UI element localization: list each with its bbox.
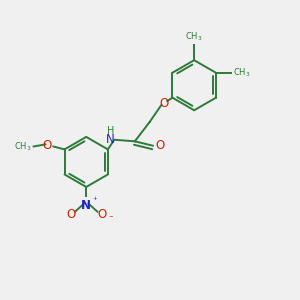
- Text: O: O: [160, 97, 169, 110]
- Text: CH$_3$: CH$_3$: [14, 141, 32, 153]
- Text: H: H: [107, 126, 114, 136]
- Text: CH$_3$: CH$_3$: [233, 67, 250, 79]
- Text: O: O: [67, 208, 76, 221]
- Text: N: N: [105, 133, 114, 146]
- Text: O: O: [155, 139, 165, 152]
- Text: N: N: [81, 199, 91, 212]
- Text: $^-$: $^-$: [107, 212, 115, 221]
- Text: O: O: [42, 140, 51, 152]
- Text: $^+$: $^+$: [91, 196, 98, 205]
- Text: O: O: [97, 208, 106, 221]
- Text: CH$_3$: CH$_3$: [185, 31, 203, 43]
